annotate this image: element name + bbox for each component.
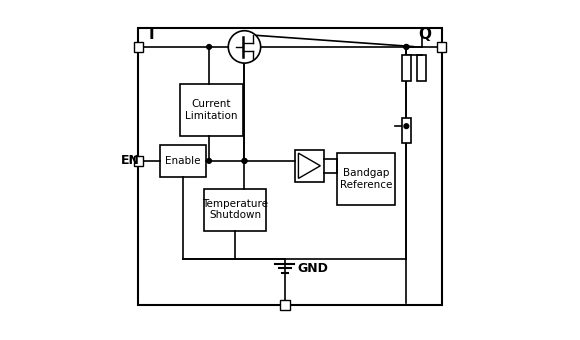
Circle shape <box>404 45 409 49</box>
Text: Temperature
Shutdown: Temperature Shutdown <box>202 199 268 220</box>
Bar <box>133 156 143 166</box>
Text: Q: Q <box>419 27 432 42</box>
Circle shape <box>242 158 247 163</box>
Bar <box>138 28 442 305</box>
Circle shape <box>206 45 212 49</box>
Polygon shape <box>299 153 320 178</box>
Text: EN: EN <box>121 154 140 167</box>
Text: Current
Limitation: Current Limitation <box>186 99 238 121</box>
Circle shape <box>206 158 212 163</box>
Bar <box>280 300 289 310</box>
Bar <box>295 150 324 182</box>
Text: I: I <box>148 27 154 42</box>
Bar <box>417 55 426 81</box>
Circle shape <box>229 31 260 63</box>
Bar <box>401 118 411 143</box>
Text: Enable: Enable <box>165 156 201 166</box>
Text: Bandgap
Reference: Bandgap Reference <box>340 169 392 190</box>
Bar <box>180 84 243 136</box>
Circle shape <box>404 124 409 129</box>
Bar <box>204 189 266 231</box>
Bar <box>337 153 394 205</box>
Circle shape <box>242 158 247 163</box>
Bar <box>437 42 447 52</box>
Bar <box>160 145 206 177</box>
Circle shape <box>404 45 409 49</box>
Bar <box>133 42 143 52</box>
Text: GND: GND <box>298 262 329 275</box>
Bar <box>401 55 411 81</box>
